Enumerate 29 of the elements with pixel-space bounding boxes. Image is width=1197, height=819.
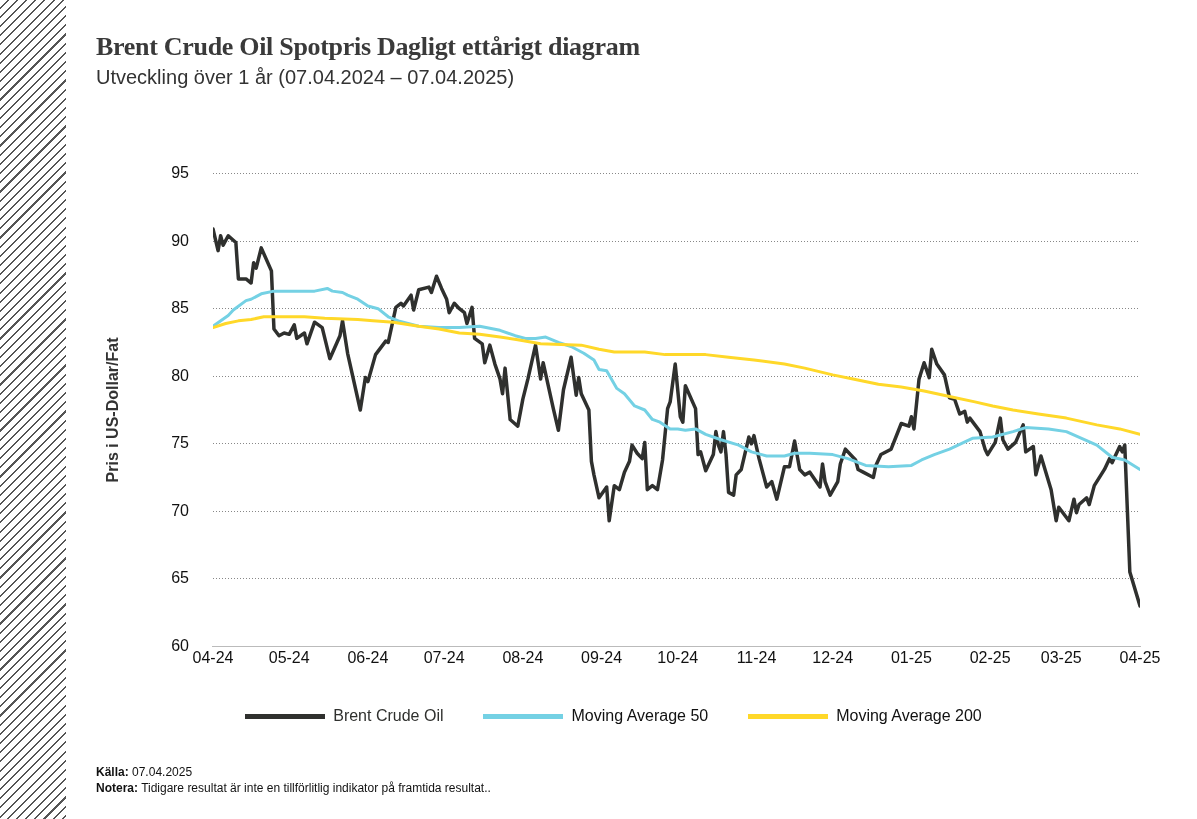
x-tick-label: 02-25 (969, 649, 1011, 667)
y-tick-label: 80 (171, 366, 190, 384)
x-tick-label: 12-24 (812, 649, 854, 667)
y-axis-title: Pris i US-Dollar/Fat (104, 336, 122, 483)
x-tick-label: 01-25 (890, 649, 932, 667)
y-tick-label: 85 (171, 299, 190, 317)
x-tick-label: 08-24 (502, 649, 544, 667)
x-tick-label: 11-24 (736, 649, 777, 667)
x-tick-label: 04-25 (1119, 649, 1161, 667)
x-tick-label: 09-24 (581, 649, 623, 667)
y-tick-label: 90 (171, 231, 190, 249)
y-tick-label: 75 (171, 434, 190, 452)
legend-label: Moving Average 50 (571, 707, 709, 725)
y-tick-label: 65 (171, 569, 190, 587)
text: Brent Crude Oil (333, 707, 444, 725)
x-tick-label: 03-25 (1040, 649, 1082, 667)
y-tick-label: 70 (171, 501, 190, 519)
text: Källa: 07.04.2025 (96, 764, 194, 780)
text: Notera: Tidigare resultat är inte en tillförlitlig indikator på framtida resultat.. (96, 780, 491, 796)
chart-title: Brent Crude Oil Spotpris Dagligt ettårigt diagram (96, 32, 640, 62)
x-tick-label: 10-24 (657, 649, 699, 667)
chart-subtitle: Utveckling över 1 år (07.04.2024 – 07.04.2025) (96, 66, 515, 89)
x-tick-label: 07-24 (423, 649, 465, 667)
y-tick-label: 60 (171, 636, 190, 654)
x-tick-label: 04-24 (192, 649, 234, 667)
legend-label: Moving Average 200 (836, 707, 982, 725)
x-tick-label: 05-24 (268, 649, 310, 667)
x-tick-label: 06-24 (347, 649, 389, 667)
y-tick-label: 95 (171, 164, 190, 182)
